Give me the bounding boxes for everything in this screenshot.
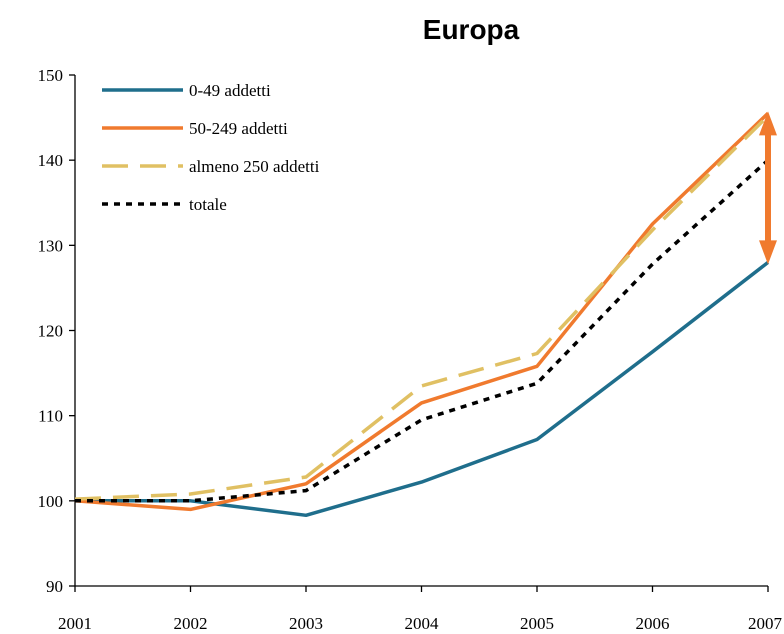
y-tick-label: 120 bbox=[38, 322, 64, 341]
x-tick-label: 2001 bbox=[58, 614, 92, 633]
difference-arrow bbox=[759, 111, 777, 265]
y-tick-label: 140 bbox=[38, 151, 64, 170]
axes: 90 100 110 120 130 140 150 2001 2002 2003 2004 2005… bbox=[38, 66, 783, 633]
chart-title: Europa bbox=[423, 14, 520, 45]
x-tick-label: 2005 bbox=[520, 614, 554, 633]
arrow-head-up bbox=[759, 111, 777, 136]
x-tick-label: 2004 bbox=[405, 614, 440, 633]
legend-label-1: 0-49 addetti bbox=[189, 81, 271, 100]
y-tick-label: 90 bbox=[46, 577, 63, 596]
series-line-2 bbox=[74, 112, 770, 512]
legend-label-3: almeno 250 addetti bbox=[189, 157, 320, 176]
x-tick-label: 2002 bbox=[174, 614, 208, 633]
series-line-1 bbox=[75, 261, 770, 518]
x-tick-label: 2007 bbox=[748, 614, 783, 633]
x-tick-label: 2003 bbox=[289, 614, 323, 633]
y-tick-label: 150 bbox=[38, 66, 64, 85]
y-tick-label: 110 bbox=[38, 407, 63, 426]
y-tick-label: 100 bbox=[38, 492, 64, 511]
series-lines bbox=[74, 112, 770, 518]
legend: 0-49 addetti 50-249 addetti almeno 250 add… bbox=[102, 81, 320, 214]
arrow-head-down bbox=[759, 240, 777, 265]
y-tick-label: 130 bbox=[38, 236, 64, 255]
legend-label-2: 50-249 addetti bbox=[189, 119, 288, 138]
legend-label-4: totale bbox=[189, 195, 227, 214]
series-line-3 bbox=[74, 114, 770, 501]
x-tick-label: 2006 bbox=[636, 614, 670, 633]
